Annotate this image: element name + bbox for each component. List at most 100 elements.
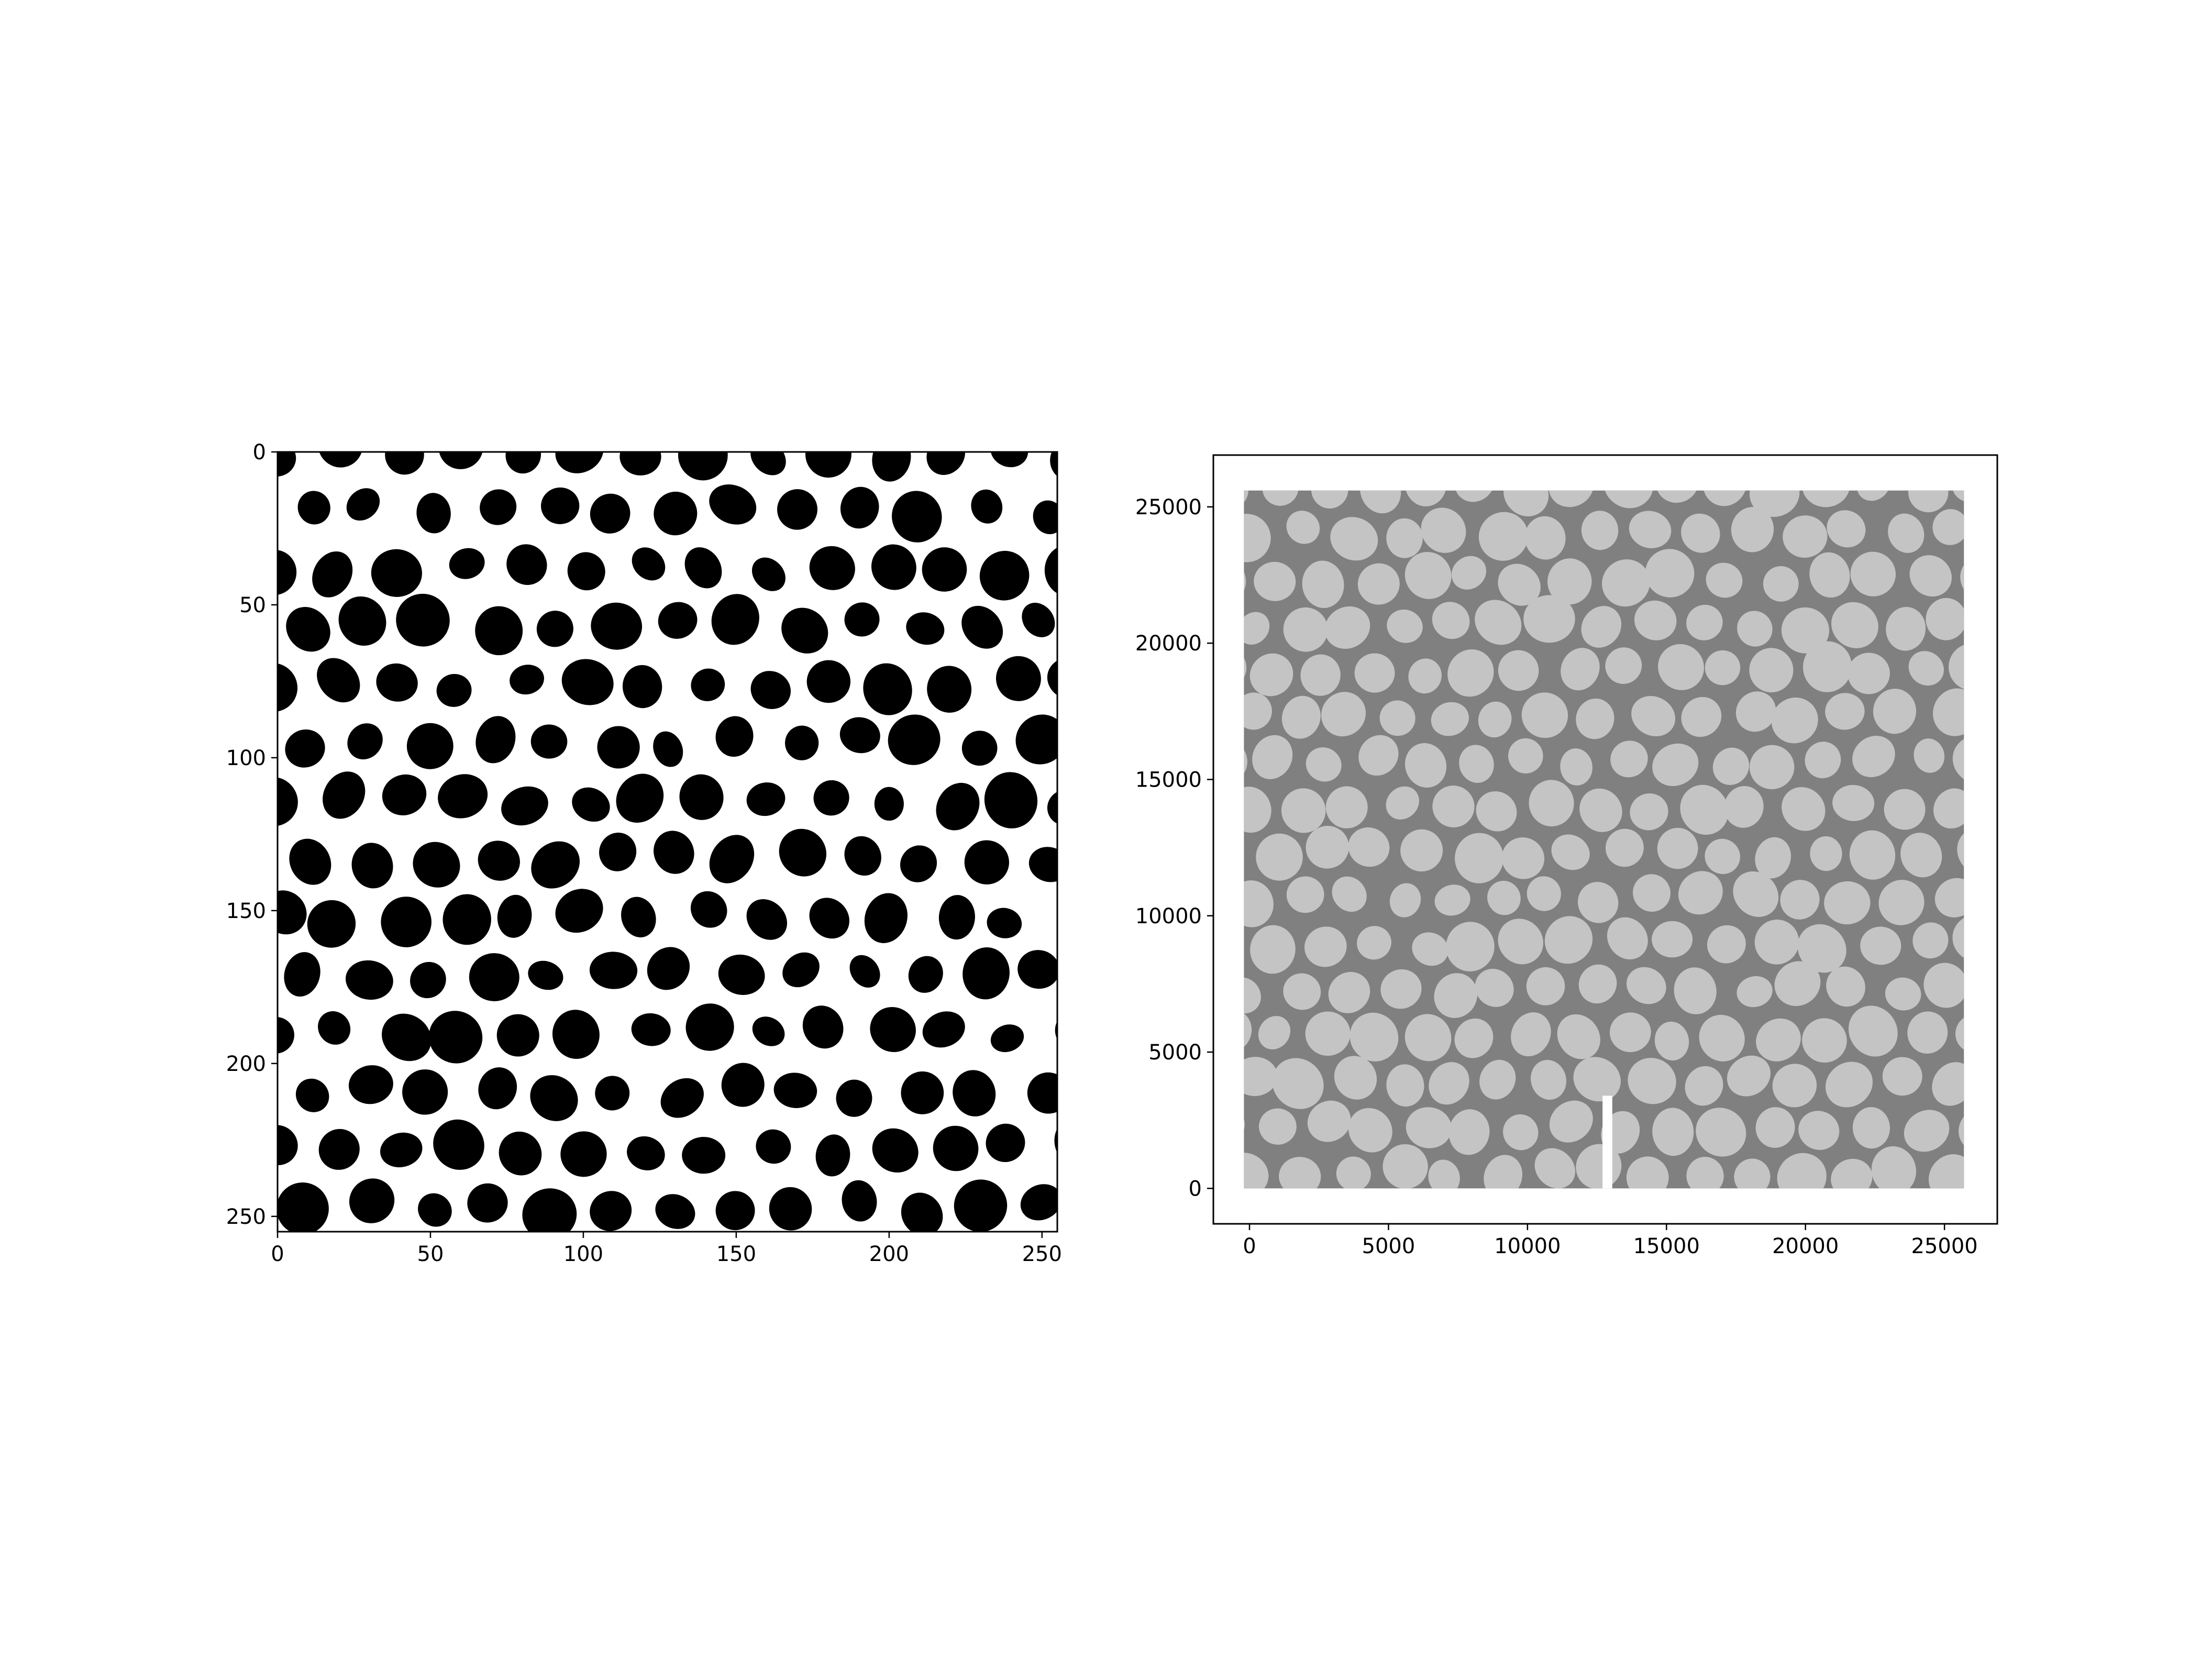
grain: [1576, 698, 1614, 739]
x-tick-label: 15000: [1633, 1234, 1700, 1258]
grain: [181, 769, 237, 826]
grain: [318, 1129, 360, 1170]
grain: [475, 606, 523, 656]
grain: [347, 723, 383, 760]
grain: [1824, 881, 1871, 925]
grain: [1633, 874, 1671, 912]
x-tick-label: 20000: [1772, 1234, 1839, 1258]
grain: [278, 1016, 294, 1054]
grain: [1348, 827, 1390, 867]
y-tick-label: 5000: [1148, 1041, 1202, 1065]
grain: [746, 899, 787, 940]
grain: [750, 671, 791, 709]
grain: [323, 771, 366, 819]
grain: [1434, 884, 1470, 916]
x-tick-label: 150: [716, 1242, 756, 1266]
grain: [506, 544, 547, 585]
grain: [480, 489, 517, 525]
grain: [1412, 932, 1448, 966]
grain: [1678, 871, 1723, 915]
grain: [231, 842, 275, 881]
grain: [276, 354, 346, 423]
grain: [1321, 692, 1366, 737]
grain: [560, 1131, 607, 1177]
grain: [1602, 559, 1650, 607]
grain: [711, 594, 759, 645]
grain: [1885, 977, 1921, 1011]
grain: [1707, 925, 1746, 964]
grain: [1434, 973, 1478, 1018]
grain: [1454, 1018, 1494, 1058]
grain: [1086, 961, 1126, 1001]
grain: [1926, 598, 1964, 640]
grain: [443, 894, 491, 945]
grain: [1531, 1059, 1566, 1100]
grain: [1652, 743, 1699, 787]
right-notch: [1602, 1096, 1612, 1189]
grain: [1772, 1064, 1817, 1108]
y-tick-label: 25000: [1135, 495, 1202, 519]
grain: [1279, 1157, 1321, 1189]
grain: [1524, 516, 1566, 560]
grain: [1999, 921, 2050, 971]
grain: [1909, 555, 1952, 597]
grain: [1527, 876, 1561, 911]
grain: [1634, 600, 1677, 640]
grain: [718, 954, 765, 995]
grain: [1304, 926, 1347, 967]
grain: [1080, 712, 1130, 764]
grain: [1015, 714, 1057, 765]
grain: [1809, 552, 1850, 598]
grain: [590, 493, 631, 534]
grain: [1737, 611, 1773, 647]
grain: [1900, 833, 1942, 878]
grain: [1336, 1156, 1371, 1189]
grain: [1421, 507, 1466, 553]
grain: [961, 605, 1003, 649]
grain: [809, 546, 855, 590]
grain: [1451, 556, 1487, 590]
grain: [979, 550, 1030, 601]
grain: [475, 716, 516, 764]
grain: [836, 1079, 872, 1117]
grain: [371, 549, 422, 597]
grain: [1712, 747, 1750, 786]
grain: [1244, 514, 1271, 562]
grain: [1475, 600, 1522, 645]
grain: [1607, 917, 1648, 960]
grain: [1262, 490, 1299, 506]
grain: [870, 1007, 916, 1053]
grain: [318, 452, 363, 468]
grain: [1380, 969, 1422, 1009]
grain: [1330, 517, 1378, 561]
grain: [1521, 692, 1568, 738]
grain: [416, 493, 451, 534]
grain: [496, 1014, 539, 1057]
grain: [963, 947, 1010, 1000]
right-grains: [1244, 490, 2050, 1189]
grain: [631, 1013, 671, 1046]
grain: [1685, 1066, 1723, 1106]
grain: [1325, 786, 1368, 828]
grain: [1754, 919, 1799, 965]
grain: [1810, 836, 1842, 871]
grain: [627, 1136, 665, 1170]
grain: [478, 840, 520, 881]
grain: [709, 484, 757, 525]
grain: [346, 960, 393, 1000]
grain: [953, 1070, 996, 1116]
grain: [938, 895, 975, 940]
grain: [1777, 1153, 1827, 1189]
grain: [505, 452, 541, 474]
grain: [393, 356, 460, 424]
grain: [926, 452, 966, 475]
right-y-ticks: 0 5000 10000 15000 20000 25000: [1135, 495, 1213, 1201]
grain: [1934, 878, 1964, 917]
grain: [1324, 606, 1370, 649]
grain: [711, 372, 759, 426]
grain: [709, 835, 755, 883]
grain: [1727, 1055, 1771, 1097]
grain: [438, 452, 483, 469]
grain: [346, 488, 380, 521]
grain: [1252, 735, 1293, 779]
